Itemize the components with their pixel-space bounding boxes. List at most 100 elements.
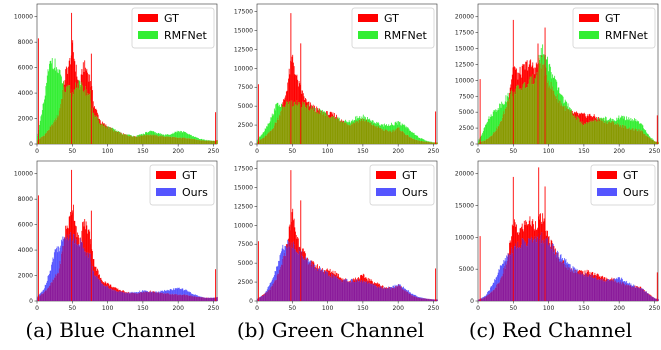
histogram-bar-overlap [175,137,177,144]
histogram-bar-overlap [647,293,649,301]
y-tick-label: 12500 [455,61,474,68]
histogram-bar [193,294,194,297]
histogram-bar-overlap [433,299,435,301]
histogram-bar-overlap [562,261,563,301]
histogram-bar-overlap [167,137,169,144]
histogram-bar-overlap [46,290,47,301]
histogram-bar [484,295,486,298]
histogram-bar [378,123,380,127]
histogram-bar-overlap [429,142,431,144]
histogram-bar-overlap [494,131,496,144]
histogram-bar-overlap [188,138,189,144]
histogram-bar [417,296,419,298]
histogram-bar-overlap [612,280,614,301]
histogram-bar-overlap [295,104,297,144]
histogram-bar-overlap [307,105,308,144]
histogram-bar [416,135,418,140]
histogram-bar-overlap [164,293,166,301]
histogram-bar [340,277,342,280]
histogram-bar [635,119,637,129]
histogram-bar-overlap [586,122,588,144]
histogram-bar [189,292,191,296]
histogram-bar-overlap [404,291,406,301]
histogram-bar [336,273,338,278]
histogram-bar [644,130,646,134]
histogram-bar-overlap [43,135,45,144]
histogram-bar [563,260,565,262]
histogram-bar [149,130,151,135]
histogram-bar-overlap [499,282,500,301]
histogram-bar [615,278,617,282]
histogram-bar-overlap [567,269,569,301]
histogram-bar [147,291,148,292]
histogram-bar [41,291,43,294]
histogram-bar [317,110,319,114]
histogram-bar-overlap [51,123,53,144]
histogram-bar [573,113,575,117]
histogram-bar-overlap [608,279,610,301]
histogram-bar-overlap [389,287,391,301]
histogram-bar-overlap [70,232,71,301]
histogram-bar-overlap [359,119,361,144]
histogram-bar [281,103,282,111]
histogram-bar [275,271,277,281]
histogram-bar-overlap [170,136,172,144]
histogram-bar [518,234,520,249]
histogram-bar-overlap [77,243,79,301]
histogram-bar [355,279,357,283]
histogram-bar-overlap [259,297,260,301]
histogram-bar [628,283,630,285]
histogram-bar-overlap [412,295,414,301]
histogram-bar-overlap [59,107,61,144]
histogram-bar-overlap [199,140,201,144]
histogram-bar-overlap [128,136,130,144]
histogram-bar [378,283,380,287]
histogram-bar-overlap [45,290,47,301]
histogram-bar-overlap [298,103,300,144]
histogram-bar-overlap [301,107,303,144]
histogram-bar-overlap [547,82,548,144]
histogram-bar [648,294,650,295]
histogram-bar [415,295,417,297]
histogram-bar-overlap [408,135,409,144]
histogram-bar-overlap [560,105,562,144]
histogram-bar [267,123,269,134]
histogram-bar [197,137,199,140]
histogram-bar-overlap [580,121,582,144]
histogram-bar-overlap [116,291,117,301]
histogram-bar [139,134,141,137]
histogram-bar [285,246,287,256]
histogram-bar-overlap [379,287,380,301]
histogram-bar [118,290,119,292]
histogram-bar-overlap [602,121,604,144]
histogram-bar [118,289,120,291]
histogram-bar-overlap [547,237,548,301]
histogram-bar [521,223,523,239]
histogram-bar [289,74,291,102]
histogram-bar-overlap [601,280,603,301]
histogram-bar-overlap [411,295,413,301]
histogram-bar [72,210,74,241]
histogram-bar [292,208,294,249]
histogram-bar-overlap [37,297,38,301]
histogram-bar [195,137,197,140]
histogram-bar-overlap [164,293,165,301]
histogram-bar-overlap [556,257,558,301]
histogram-bar [337,116,339,119]
histogram-bar-overlap [416,297,418,301]
histogram-bar-overlap [107,286,109,301]
histogram-bar-overlap [380,286,382,301]
histogram-bar-overlap [483,140,485,144]
y-tick-label: 0 [470,298,474,305]
histogram-bar [335,117,337,119]
histogram-bar-overlap [362,282,363,301]
histogram-bar-overlap [515,88,517,144]
histogram-bar [271,113,273,130]
histogram-bar-overlap [387,131,389,144]
histogram-bar [528,224,529,239]
histogram-bar-overlap [365,119,367,144]
histogram-bar-overlap [349,125,351,144]
histogram-bar [535,229,537,243]
histogram-bar-overlap [653,297,655,301]
histogram-bar-overlap [571,268,572,301]
